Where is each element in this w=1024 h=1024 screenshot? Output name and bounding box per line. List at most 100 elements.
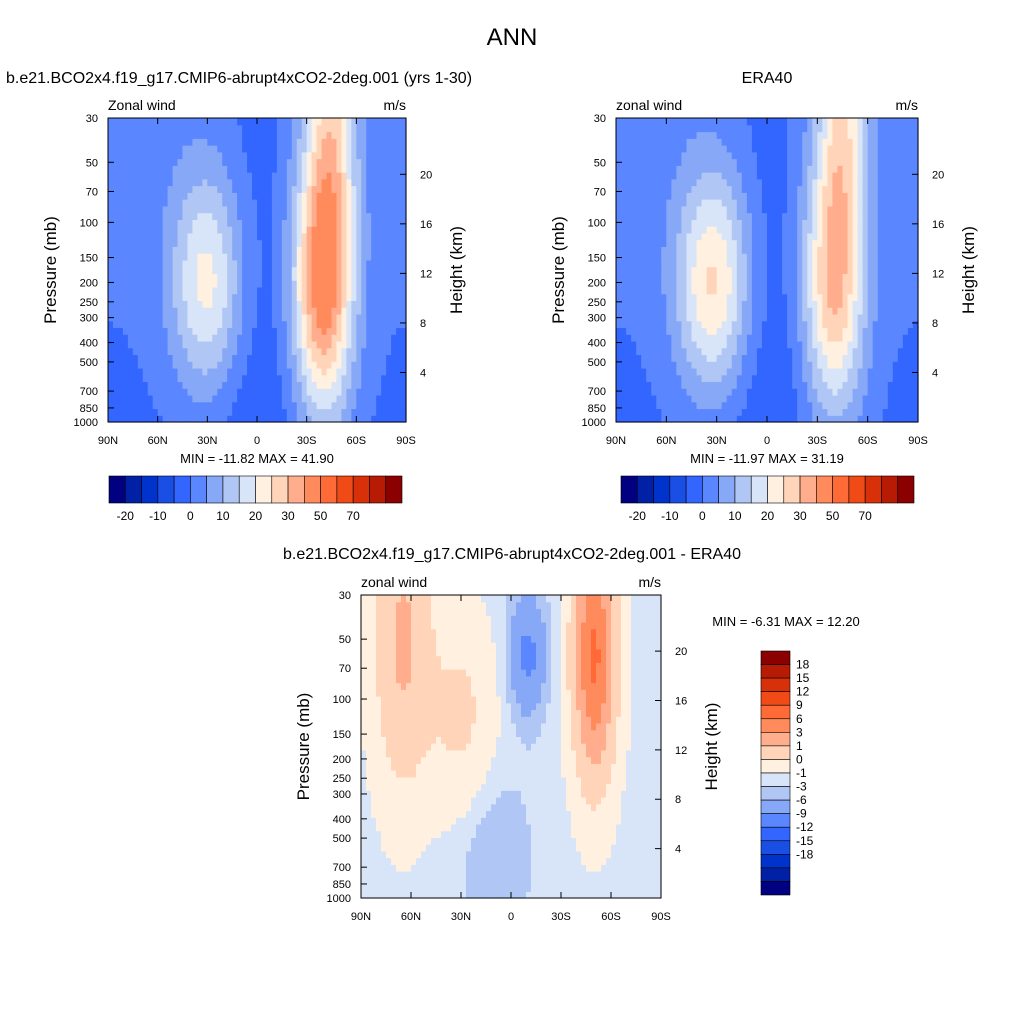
field-cell xyxy=(252,320,258,329)
field-cell xyxy=(187,199,194,207)
field-cell xyxy=(756,327,763,335)
field-cell xyxy=(847,273,854,281)
field-cell xyxy=(857,232,864,241)
field-cell xyxy=(162,374,169,383)
field-cell xyxy=(108,199,114,207)
field-cell xyxy=(266,259,273,268)
field-cell xyxy=(631,118,637,126)
field-cell xyxy=(696,232,703,241)
field-cell xyxy=(676,327,683,335)
field-cell xyxy=(847,172,854,180)
field-cell xyxy=(842,354,849,362)
field-cell xyxy=(147,266,154,274)
field-cell xyxy=(296,408,303,416)
field-cell xyxy=(676,205,683,214)
field-cell xyxy=(361,131,367,139)
field-cell xyxy=(741,212,748,220)
field-cell xyxy=(306,401,313,410)
field-cell xyxy=(122,334,129,342)
field-cell xyxy=(212,165,218,173)
field-cell xyxy=(122,151,129,160)
field-cell xyxy=(281,401,288,410)
field-cell xyxy=(636,145,642,153)
field-cell xyxy=(187,327,194,335)
field-cell xyxy=(396,334,402,342)
field-cell xyxy=(286,145,293,153)
field-cell xyxy=(802,266,808,274)
field-cell xyxy=(817,340,823,349)
field-cell xyxy=(281,232,288,241)
field-cell xyxy=(331,178,338,187)
field-cell xyxy=(242,408,248,416)
field-cell xyxy=(112,212,119,220)
field-cell xyxy=(182,286,189,295)
field-cell xyxy=(807,293,813,301)
field-cell xyxy=(772,354,778,362)
field-cell xyxy=(222,239,228,247)
field-cell xyxy=(862,388,869,396)
field-cell xyxy=(172,205,179,214)
field-cell xyxy=(202,266,208,274)
field-cell xyxy=(706,246,713,254)
field-cell xyxy=(127,124,134,133)
field-cell xyxy=(157,327,164,335)
field-cell xyxy=(862,313,869,322)
field-cell xyxy=(386,158,392,166)
field-cell xyxy=(316,124,323,133)
field-cell xyxy=(761,340,768,349)
field-cell xyxy=(301,394,308,403)
field-cell xyxy=(197,226,203,234)
field-cell xyxy=(751,226,758,234)
field-cell xyxy=(641,178,647,187)
field-cell xyxy=(711,165,718,173)
field-cell xyxy=(782,273,788,281)
field-cell xyxy=(341,266,347,274)
field-cell xyxy=(661,415,667,423)
field-cell xyxy=(311,124,318,133)
field-cell xyxy=(281,165,288,173)
field-cell xyxy=(132,226,139,234)
field-cell xyxy=(286,347,293,356)
field-cell xyxy=(711,172,718,180)
field-cell xyxy=(761,307,768,315)
field-cell xyxy=(316,131,323,139)
field-cell xyxy=(212,158,218,166)
field-cell xyxy=(371,313,377,322)
field-cell xyxy=(772,307,778,315)
field-cell xyxy=(311,192,318,200)
field-cell xyxy=(341,313,347,322)
field-cell xyxy=(316,192,323,200)
field-cell xyxy=(706,124,713,133)
field-cell xyxy=(631,415,637,423)
field-cell xyxy=(847,374,854,383)
field-cell xyxy=(271,354,278,362)
field-cell xyxy=(147,313,154,322)
field-cell xyxy=(837,300,844,308)
field-cell xyxy=(108,401,114,410)
field-cell xyxy=(271,415,278,423)
field-cell xyxy=(281,313,288,322)
field-cell xyxy=(641,415,647,423)
field-cell xyxy=(321,219,328,227)
field-cell xyxy=(321,415,328,423)
field-cell xyxy=(772,185,778,193)
field-cell xyxy=(792,253,798,261)
field-cell xyxy=(247,327,253,335)
field-cell xyxy=(182,178,189,187)
field-cell xyxy=(266,158,273,166)
field-cell xyxy=(396,415,402,423)
field-cell xyxy=(711,118,718,126)
field-cell xyxy=(376,165,382,173)
field-cell xyxy=(257,239,263,247)
field-cell xyxy=(187,205,194,214)
field-cell xyxy=(616,347,622,356)
field-cell xyxy=(321,374,328,383)
field-cell xyxy=(152,192,159,200)
field-cell xyxy=(281,340,288,349)
field-cell xyxy=(242,293,248,301)
field-cell xyxy=(837,151,844,160)
field-cell xyxy=(711,124,718,133)
field-cell xyxy=(676,158,683,166)
field-cell xyxy=(706,394,713,403)
field-cell xyxy=(122,381,129,389)
